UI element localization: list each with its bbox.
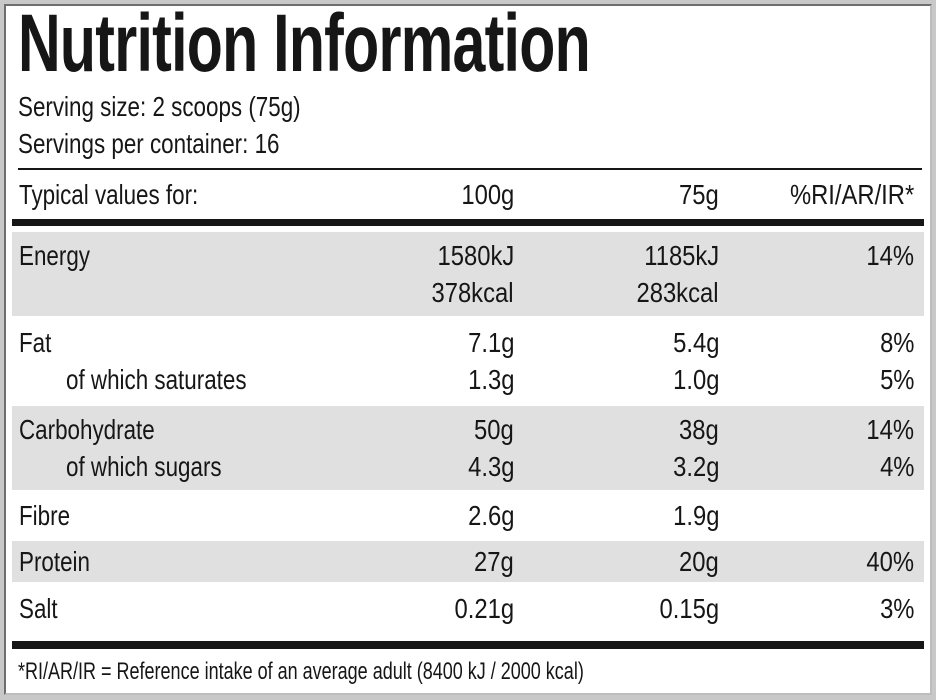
header-per-100g: 100g — [461, 179, 514, 210]
divider-thick-top — [12, 219, 924, 226]
nutrient-row-energy: Energy 1580kJ 1185kJ 14% 378kcal 283kcal — [12, 232, 924, 316]
row-line-sub: of which saturates 1.3g 1.0g 5% — [12, 361, 924, 398]
row-line: Protein 27g 20g 40% — [12, 543, 924, 580]
value-per-100g: 1.3g — [467, 364, 514, 395]
nutrition-label: Nutrition Information Serving size: 2 sc… — [4, 0, 932, 695]
footnote: *RI/AR/IR = Reference intake of an avera… — [18, 655, 924, 688]
nutrient-name: Energy — [19, 240, 90, 271]
nutrient-name: Fibre — [19, 500, 71, 531]
value-per-100g: 378kcal — [431, 277, 514, 308]
page-title-text: Nutrition Information — [18, 0, 591, 89]
nutrient-name: Fat — [19, 327, 52, 358]
serving-info: Serving size: 2 scoops (75g) Servings pe… — [18, 88, 924, 162]
value-per-100g: 2.6g — [467, 500, 514, 531]
divider-thin — [18, 168, 922, 170]
value-per-75g: 283kcal — [636, 277, 719, 308]
divider-thick-bottom — [12, 641, 924, 649]
value-ri-percent: 3% — [879, 593, 914, 624]
value-per-100g: 0.21g — [454, 593, 514, 624]
nutrient-name: Salt — [19, 593, 58, 624]
footnote-text: *RI/AR/IR = Reference intake of an avera… — [18, 658, 584, 685]
table-header-row: Typical values for: 100g 75g %RI/AR/IR* — [12, 170, 924, 219]
nutrient-row-fat: Fat 7.1g 5.4g 8% of which saturates 1.3g… — [12, 316, 924, 406]
header-typical-values: Typical values for: — [19, 179, 199, 210]
nutrient-row-carbohydrate: Carbohydrate 50g 38g 14% of which sugars… — [12, 406, 924, 490]
nutrient-row-protein: Protein 27g 20g 40% — [12, 541, 924, 582]
nutrient-row-salt: Salt 0.21g 0.15g 3% — [12, 582, 924, 641]
value-ri-percent: 14% — [866, 240, 914, 271]
row-line: Energy 1580kJ 1185kJ 14% — [12, 237, 924, 274]
nutrient-name: of which saturates — [66, 364, 247, 395]
nutrient-name: Carbohydrate — [19, 414, 155, 445]
page-title: Nutrition Information — [18, 0, 924, 89]
value-ri-percent: 8% — [879, 327, 914, 358]
nutrient-name: Protein — [19, 546, 90, 577]
row-line-sub: of which sugars 4.3g 3.2g 4% — [12, 448, 924, 485]
row-line: Salt 0.21g 0.15g 3% — [12, 590, 924, 627]
row-line: Carbohydrate 50g 38g 14% — [12, 411, 924, 448]
value-per-100g: 27g — [474, 546, 514, 577]
value-per-100g: 7.1g — [467, 327, 514, 358]
value-per-75g: 1185kJ — [644, 240, 719, 271]
row-line: Fibre 2.6g 1.9g — [12, 497, 924, 534]
value-per-75g: 5.4g — [672, 327, 719, 358]
value-ri-percent: 4% — [879, 451, 914, 482]
row-line: 378kcal 283kcal — [12, 274, 924, 311]
value-per-100g: 4.3g — [467, 451, 514, 482]
nutrient-name — [19, 274, 354, 311]
nutrient-row-fibre: Fibre 2.6g 1.9g — [12, 490, 924, 541]
value-per-75g: 1.9g — [672, 500, 719, 531]
value-ri-percent: 40% — [866, 546, 914, 577]
value-per-75g: 38g — [679, 414, 719, 445]
value-ri-percent: 5% — [879, 364, 914, 395]
value-ri-percent — [719, 274, 914, 311]
value-per-75g: 3.2g — [672, 451, 719, 482]
value-ri-percent — [719, 497, 914, 534]
value-per-75g: 20g — [679, 546, 719, 577]
value-ri-percent: 14% — [866, 414, 914, 445]
nutrient-name: of which sugars — [66, 451, 222, 482]
header-per-75g: 75g — [679, 179, 719, 210]
serving-size-line: Serving size: 2 scoops (75g) — [18, 91, 301, 122]
value-per-100g: 1580kJ — [437, 240, 514, 271]
value-per-75g: 1.0g — [672, 364, 719, 395]
header-ri-percent: %RI/AR/IR* — [789, 179, 914, 210]
row-line: Fat 7.1g 5.4g 8% — [12, 324, 924, 361]
servings-per-container-line: Servings per container: 16 — [18, 128, 280, 159]
value-per-100g: 50g — [474, 414, 514, 445]
value-per-75g: 0.15g — [659, 593, 719, 624]
